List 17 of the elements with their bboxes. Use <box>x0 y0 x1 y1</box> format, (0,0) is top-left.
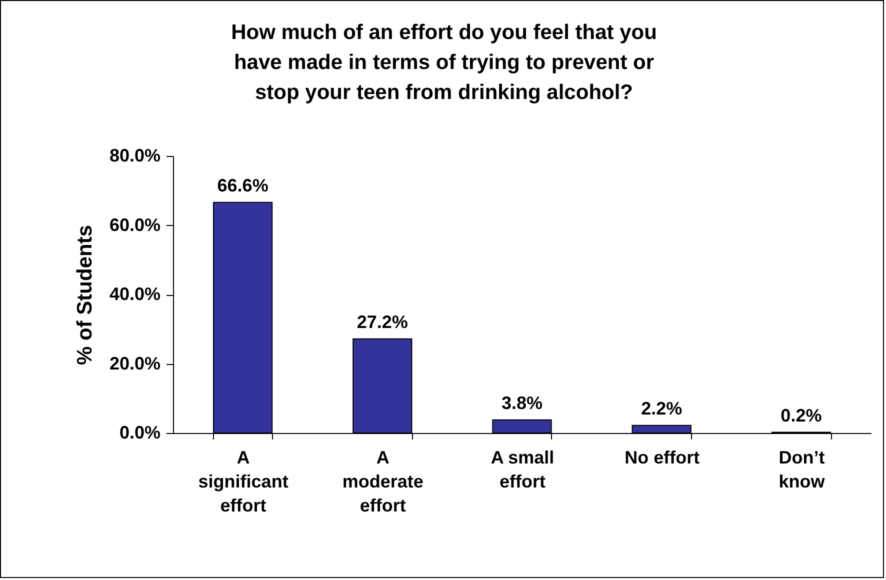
y-tick-label: 60.0% <box>109 214 160 235</box>
y-tick-label: 0.0% <box>119 422 160 442</box>
y-tick-label: 40.0% <box>109 284 160 304</box>
data-label: 0.2% <box>780 405 822 426</box>
chart-title: How much of an effort do you feel that you have made in terms of trying to prevent or stop your teen from drinking alcohol? <box>231 21 657 104</box>
x-tick-label: A moderate effort <box>342 448 424 516</box>
data-label: 3.8% <box>501 392 543 413</box>
y-tick-label: 80.0% <box>109 146 160 166</box>
x-tick-label: No effort <box>624 448 700 468</box>
x-tick-label: Don’t know <box>778 448 826 492</box>
x-tick-label: A small effort <box>490 448 554 492</box>
data-label: 66.6% <box>217 175 268 196</box>
data-label: 2.2% <box>641 398 682 418</box>
x-tick-label: A significant effort <box>198 448 288 516</box>
data-label: 27.2% <box>356 312 408 332</box>
y-axis-title: % of Students <box>73 225 96 365</box>
y-tick-label: 20.0% <box>109 353 160 374</box>
